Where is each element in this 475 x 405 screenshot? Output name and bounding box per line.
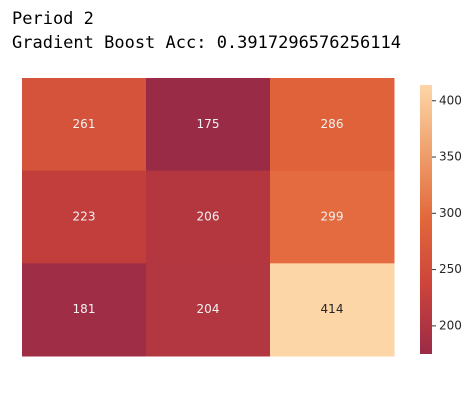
colorbar-tick-label: 250 bbox=[439, 262, 462, 276]
heatmap-cell bbox=[270, 263, 395, 357]
colorbar-tick-label: 400 bbox=[439, 93, 462, 107]
cell-label: 261 bbox=[73, 117, 96, 131]
heatmap-cell bbox=[146, 263, 271, 357]
colorbar bbox=[420, 85, 432, 354]
cell-label: 181 bbox=[73, 302, 96, 316]
heatmap-cell bbox=[22, 170, 147, 264]
cell-label: 223 bbox=[73, 210, 96, 224]
chart-subtitle: Gradient Boost Acc: 0.3917296576256114 bbox=[12, 33, 401, 53]
cell-label: 286 bbox=[321, 117, 344, 131]
heatmap-cell bbox=[146, 170, 271, 264]
heatmap-cell bbox=[270, 78, 395, 172]
heatmap-cell bbox=[146, 78, 271, 172]
cell-label: 175 bbox=[197, 117, 220, 131]
heatmap-cell bbox=[22, 78, 147, 172]
cell-label: 299 bbox=[321, 210, 344, 224]
heatmap-cell bbox=[270, 170, 395, 264]
cell-label: 204 bbox=[197, 302, 220, 316]
cell-label: 414 bbox=[321, 302, 344, 316]
cell-label: 206 bbox=[197, 210, 220, 224]
chart-title: Period 2 bbox=[12, 9, 94, 29]
colorbar-tick-label: 350 bbox=[439, 150, 462, 164]
colorbar-tick-label: 200 bbox=[439, 318, 462, 332]
heatmap-cell bbox=[22, 263, 147, 357]
colorbar-tick-label: 300 bbox=[439, 206, 462, 220]
